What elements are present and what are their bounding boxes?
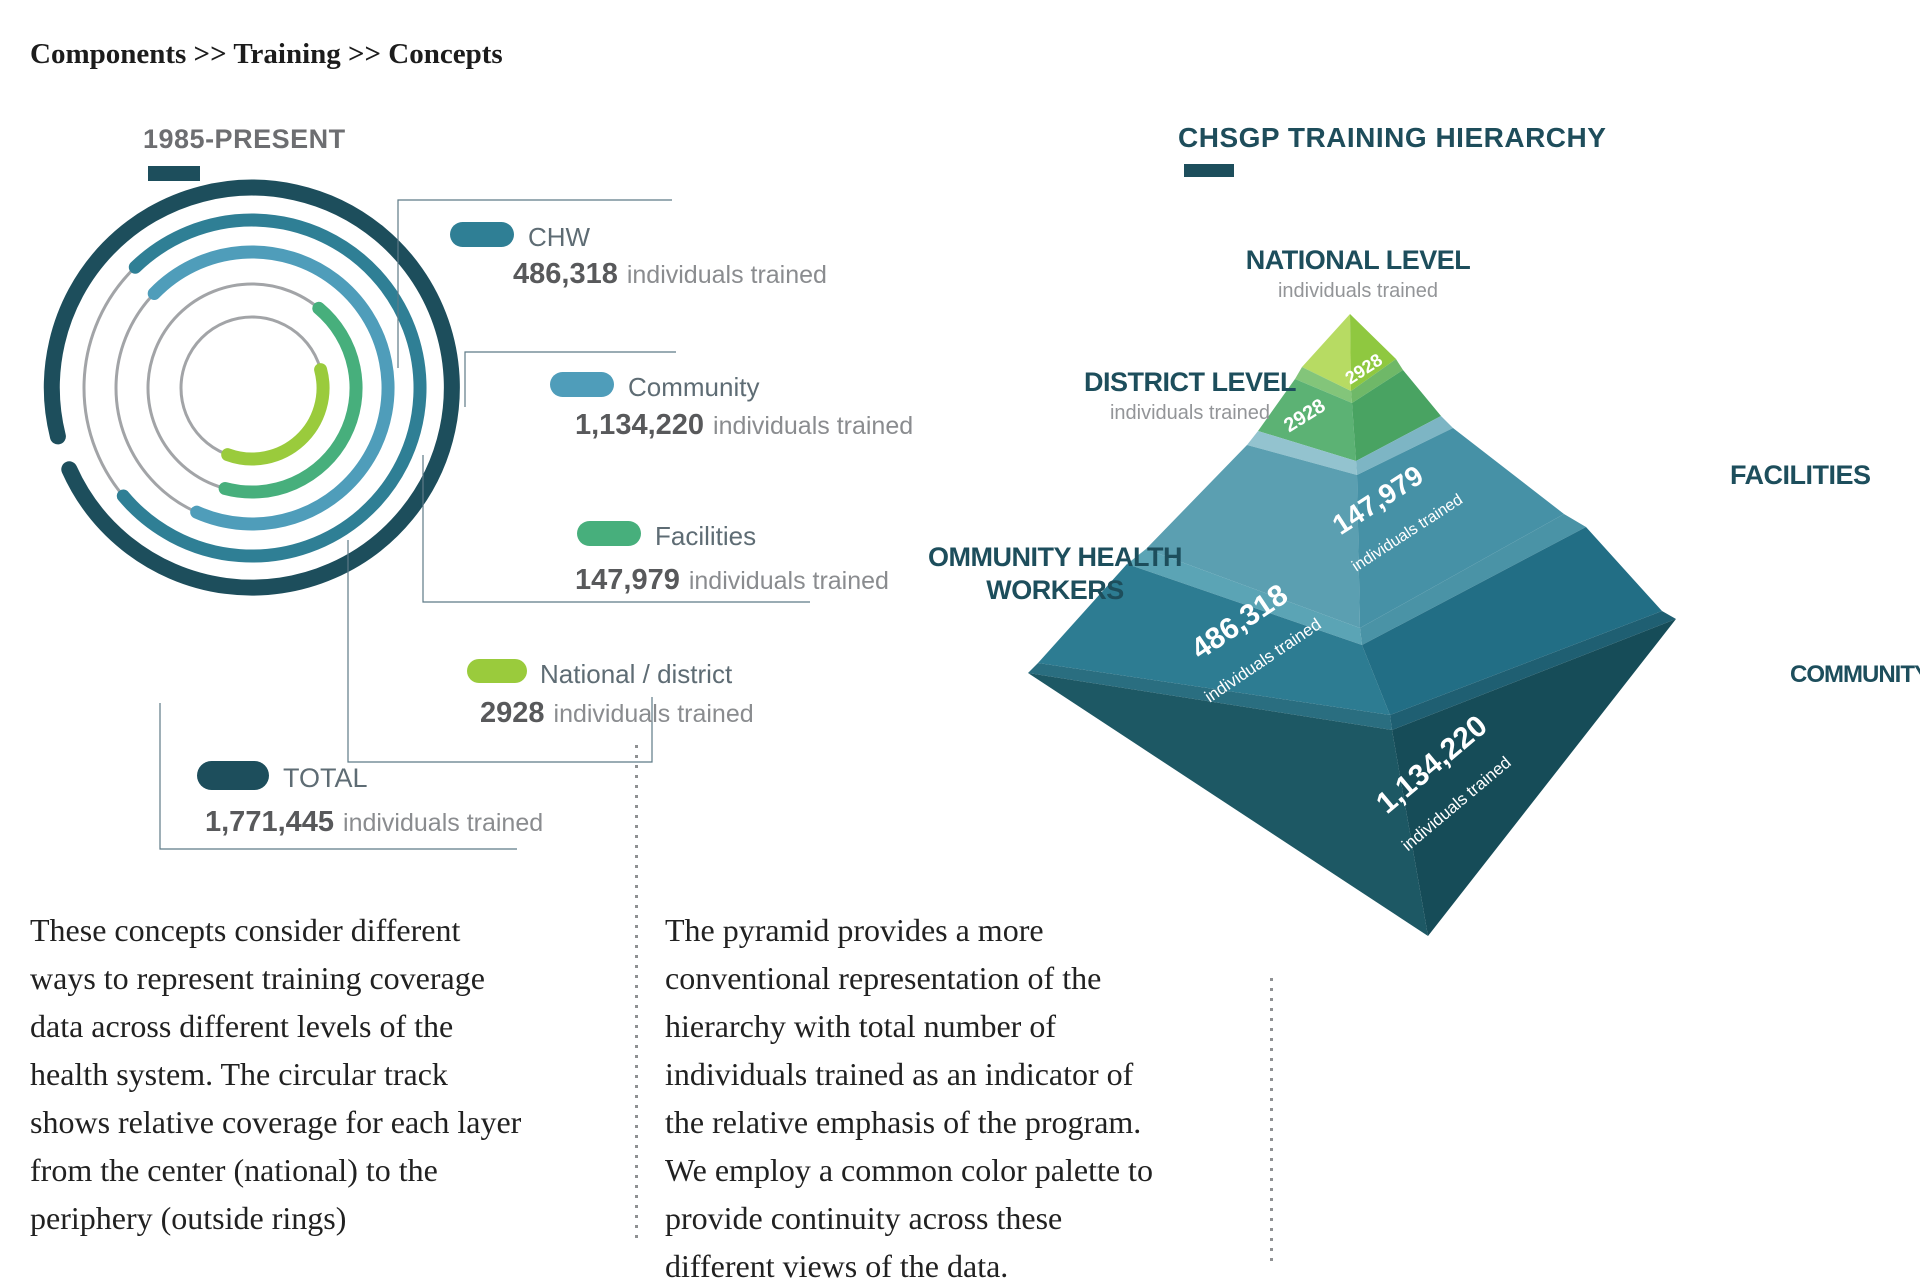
description-paragraph-pyramid: The pyramid provides a more conventional… (665, 912, 1153, 1284)
pyramid-value-national: 2928 (1341, 350, 1385, 389)
facilities-title: FACILITIES (1730, 460, 1871, 490)
ring-arc-facilities (218, 301, 363, 499)
breadcrumb: Components >> Training >> Concepts (30, 38, 503, 70)
pyramid-face-lvl5-right (1392, 619, 1676, 936)
total-value: 1,771,445 (205, 806, 335, 838)
total-suffix: individuals trained (343, 809, 544, 837)
legend-value-community: 1,134,220 individuals trained (575, 409, 913, 442)
pyramid-label-national-level: NATIONAL LEVEL individuals trained (1208, 244, 1508, 303)
legend-swatch-chw (450, 222, 514, 247)
pyramid-value-community: 1,134,220 (1370, 709, 1493, 820)
ring-track-national (179, 315, 325, 461)
legend-label-national-district: National / district (540, 659, 733, 689)
pyramid-heading-underline-bar (1184, 164, 1234, 177)
legend-swatch-total (197, 761, 269, 790)
rings-section-heading: 1985-PRESENT (143, 124, 346, 154)
ring-track-chw (82, 218, 422, 558)
legend-swatch-facilities (577, 521, 641, 546)
ring-arc-total (43, 179, 460, 596)
chw-value: 486,318 (513, 258, 618, 290)
facilities-suffix: individuals trained (688, 567, 889, 595)
facilities-value: 147,979 (575, 564, 680, 596)
ring-arc-national (221, 363, 330, 466)
ring-arc-chw (116, 213, 427, 563)
dotted-divider-left (635, 745, 638, 1245)
community-value: 1,134,220 (575, 409, 705, 441)
rings-heading-underline-bar (148, 166, 200, 181)
legend-value-total: 1,771,445 individuals trained (205, 806, 543, 839)
pyramid-label-district-level: DISTRICT LEVEL individuals trained (1040, 366, 1340, 425)
ring-track-community (114, 250, 390, 526)
legend-label-facilities: Facilities (655, 521, 757, 551)
pyramid-section-heading: CHSGP TRAINING HIERARCHY (1178, 122, 1607, 153)
pyramid-face-rim3-right (1356, 416, 1453, 475)
pyramid-sublabel-facilities: individuals trained (1349, 491, 1466, 575)
ring-arc-community (147, 245, 395, 531)
legend-swatch-national-district (467, 659, 527, 683)
pyramid-label-community: COMMUNITY (1790, 658, 1920, 691)
community-suffix: individuals trained (713, 412, 914, 440)
pyramid-face-lvl5-left (1028, 673, 1428, 936)
legend-label-community: Community (628, 372, 760, 402)
description-paragraph-rings: These concepts consider different ways t… (30, 912, 522, 1236)
national-level-subtitle: individuals trained (1277, 280, 1439, 302)
pyramid-value-facilities: 147,979 (1327, 459, 1429, 540)
pyramid-label-facilities: FACILITIES (1730, 459, 1920, 492)
pyramid-face-rim4-right (1360, 514, 1586, 645)
national-suffix: individuals trained (553, 700, 754, 728)
legend-value-facilities: 147,979 individuals trained (575, 564, 889, 597)
legend-swatch-community (550, 372, 614, 397)
national-level-title: NATIONAL LEVEL (1245, 245, 1471, 275)
dotted-divider-right (1270, 978, 1273, 1262)
pyramid-sublabel-community: individuals trained (1398, 753, 1514, 855)
pyramid-face-lvl2-right (1352, 370, 1441, 461)
district-level-title: DISTRICT LEVEL (1083, 367, 1297, 397)
pyramid-label-community-health-workers: OMMUNITY HEALTH WORKERS (905, 541, 1205, 607)
national-value: 2928 (480, 697, 545, 729)
pyramid-face-rim2-right (1351, 359, 1403, 403)
legend-value-chw: 486,318 individuals trained (513, 258, 827, 291)
legend-label-chw: CHW (528, 222, 591, 252)
pyramid-face-lvl4-right (1362, 527, 1662, 715)
pyramid-face-rim5-left (1028, 663, 1392, 730)
pyramid-face-rim3-left (1247, 431, 1357, 475)
chw-suffix: individuals trained (626, 261, 827, 289)
ring-track-facilities (146, 282, 358, 494)
community-health-workers-title: OMMUNITY HEALTH WORKERS (928, 542, 1182, 605)
pyramid-face-rim5-right (1390, 611, 1676, 730)
pyramid-face-lvl3-right (1357, 428, 1564, 628)
pyramid-face-cap-right (1350, 314, 1396, 391)
legend-label-total: TOTAL (283, 763, 368, 793)
legend-value-national-district: 2928 individuals trained (480, 697, 754, 730)
community-title: COMMUNITY (1790, 661, 1920, 688)
district-level-subtitle: individuals trained (1109, 402, 1271, 424)
pyramid-sublabel-chw: individuals trained (1201, 615, 1324, 707)
